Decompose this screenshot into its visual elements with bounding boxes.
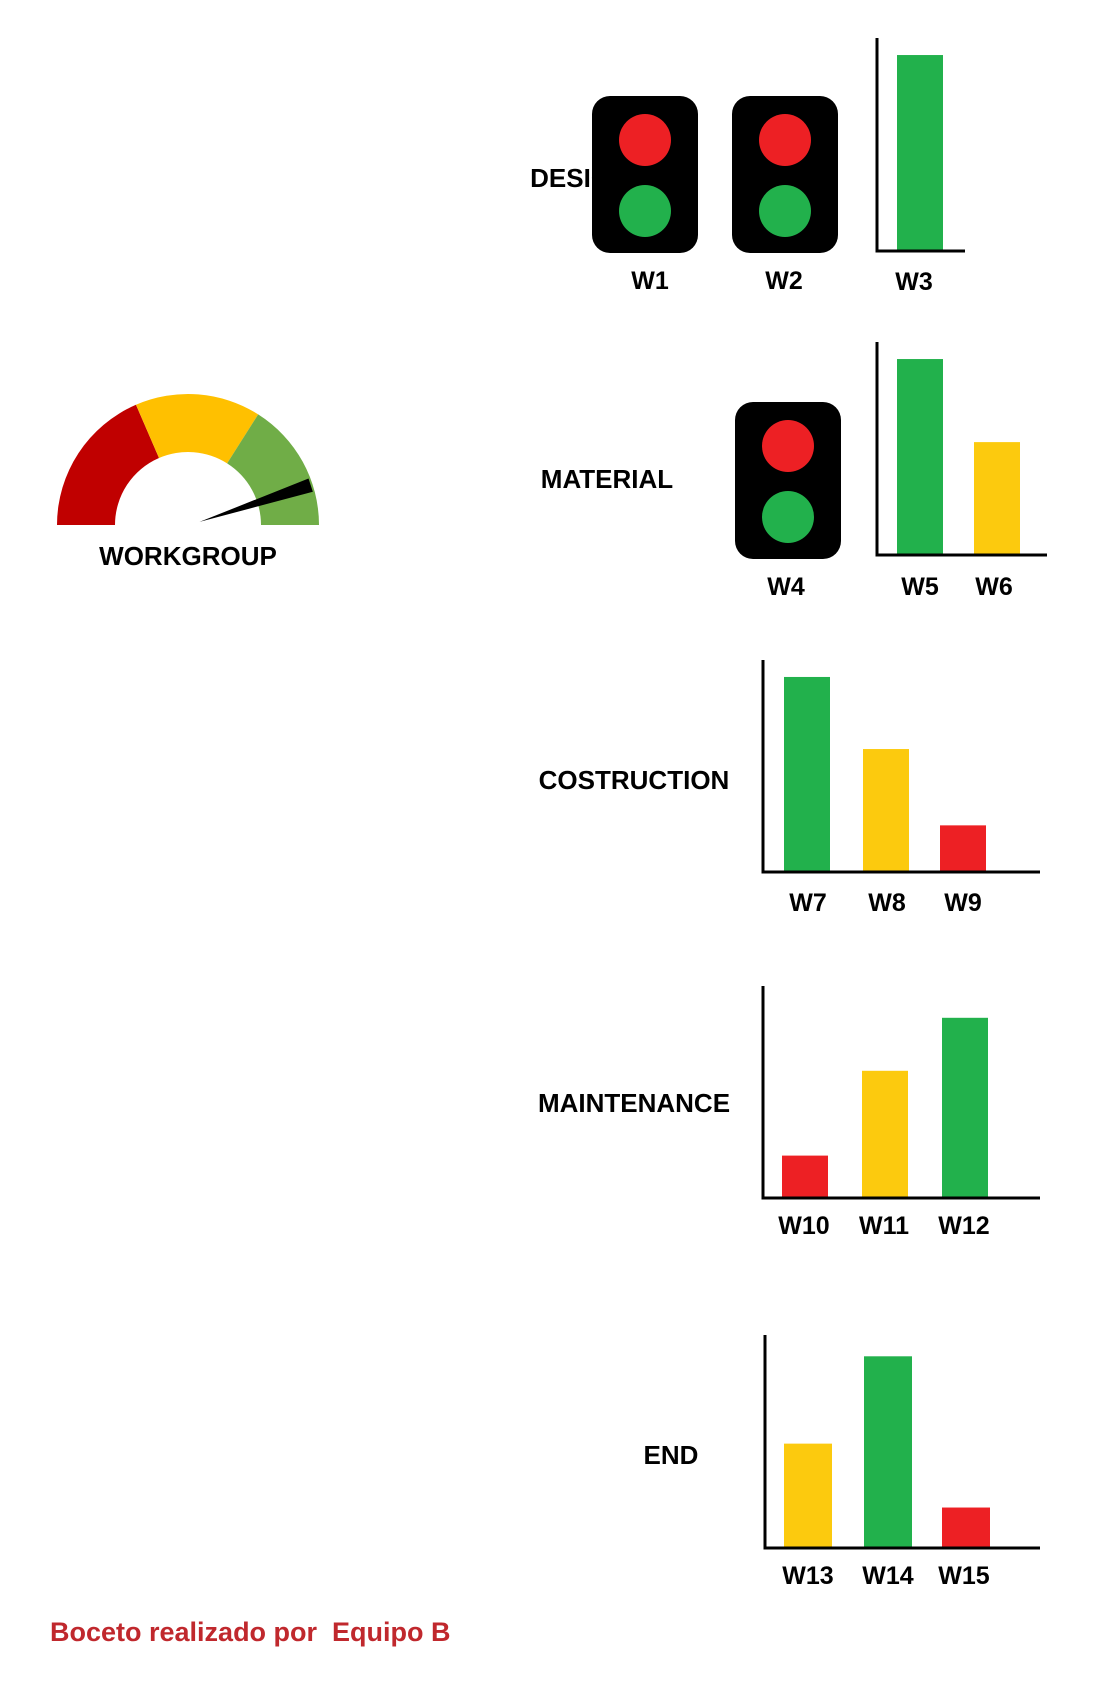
- bar-chart-costruction: [761, 660, 1040, 874]
- bar-label-w14: W14: [862, 1562, 914, 1590]
- bar-w13: [784, 1443, 832, 1548]
- section-label-maintenance: MAINTENANCE: [538, 1088, 730, 1118]
- traffic-light-top-lamp: [759, 114, 811, 166]
- light-label-w2: W2: [765, 267, 803, 295]
- traffic-light-w2: [732, 96, 838, 253]
- bar-chart-maintenance: [761, 986, 1040, 1200]
- bar-w6: [974, 442, 1020, 555]
- gauge-needle: [199, 478, 313, 522]
- footer-credit: Boceto realizado por Equipo B: [50, 1617, 451, 1647]
- gauge-segment-red: [57, 404, 160, 525]
- traffic-light-bottom-lamp: [762, 491, 814, 543]
- workgroup-gauge: WORKGROUP: [57, 393, 319, 571]
- traffic-light-bottom-lamp: [619, 185, 671, 237]
- gauge-segment-green: [227, 414, 319, 525]
- traffic-light-w4: [735, 402, 841, 559]
- bar-w14: [864, 1356, 912, 1548]
- light-label-w1: W1: [631, 267, 669, 295]
- bar-label-w8: W8: [868, 889, 906, 917]
- section-label-end: END: [644, 1440, 699, 1470]
- traffic-light-top-lamp: [762, 420, 814, 472]
- bar-label-w6: W6: [975, 573, 1013, 601]
- bar-label-w11: W11: [859, 1212, 909, 1240]
- bar-chart-design: [875, 38, 965, 253]
- bar-label-w5: W5: [901, 573, 939, 601]
- bar-w7: [784, 676, 830, 872]
- traffic-light-body: [735, 402, 841, 559]
- traffic-light-body: [592, 96, 698, 253]
- bar-chart-end: [763, 1335, 1040, 1550]
- bar-label-w13: W13: [782, 1562, 833, 1590]
- traffic-light-body: [732, 96, 838, 253]
- bar-label-w10: W10: [778, 1212, 829, 1240]
- section-label-costruction: COSTRUCTION: [539, 765, 730, 795]
- bar-label-w12: W12: [938, 1212, 989, 1240]
- traffic-light-bottom-lamp: [759, 185, 811, 237]
- section-label-material: MATERIAL: [541, 464, 674, 494]
- bar-w10: [782, 1155, 828, 1198]
- bar-chart-material: [875, 342, 1047, 557]
- bar-w9: [940, 825, 986, 872]
- bar-w3: [897, 55, 943, 251]
- bar-w12: [942, 1017, 988, 1198]
- bar-label-w7: W7: [789, 889, 827, 917]
- traffic-light-top-lamp: [619, 114, 671, 166]
- section-label-design: DESIGN: [530, 163, 630, 193]
- bar-label-w9: W9: [944, 889, 982, 917]
- bar-w11: [862, 1070, 908, 1198]
- traffic-light-w1: [592, 96, 698, 253]
- bar-w8: [863, 749, 909, 872]
- bar-label-w15: W15: [938, 1562, 990, 1590]
- gauge-segment-yellow: [135, 393, 259, 464]
- light-label-w4: W4: [767, 573, 805, 601]
- gauge-label: WORKGROUP: [99, 541, 277, 571]
- bar-label-w3: W3: [895, 268, 933, 296]
- bar-w5: [897, 359, 943, 555]
- bar-w15: [942, 1507, 990, 1548]
